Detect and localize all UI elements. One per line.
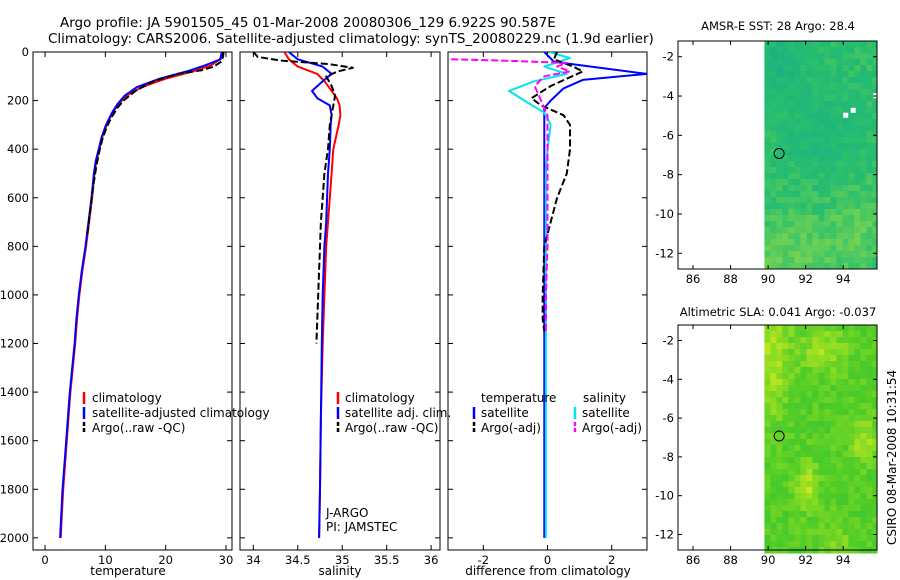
legend-label-sal-satellite: satellite bbox=[582, 406, 630, 420]
series-line-climatology bbox=[59, 52, 224, 538]
temperature-panel: 0 10 20 30 0 200 400 600 800 1000 1200 1400 1600 1800… bbox=[0, 45, 233, 567]
difference-legend: temperature salinity satellite Argo(-adj… bbox=[472, 391, 642, 435]
y-tick-label: 1600 bbox=[0, 434, 29, 448]
y-tick-label: 2000 bbox=[0, 531, 29, 545]
map-frame bbox=[677, 324, 878, 551]
y-tick-label: -12 bbox=[655, 246, 674, 260]
y-tick-label: 1800 bbox=[0, 482, 29, 496]
series-line-argo-raw-qc bbox=[86, 52, 225, 235]
y-tick-label: -2 bbox=[663, 50, 674, 64]
plot-frame bbox=[32, 51, 233, 551]
x-tick-label: 34 bbox=[246, 553, 261, 567]
x-tick-label: 30 bbox=[219, 553, 234, 567]
plot-frame bbox=[239, 51, 441, 551]
temperature-legend: climatology satellite-adjusted climatolo… bbox=[82, 391, 270, 435]
sst-map: 86 88 90 92 94 -2 -4 -6 -8 -10 -12 bbox=[655, 40, 879, 286]
x-tick-label: 86 bbox=[686, 553, 701, 567]
legend-label-satellite: satellite adj. clim. bbox=[345, 406, 451, 420]
y-tick-label: 1400 bbox=[0, 385, 29, 399]
x-tick-label: 92 bbox=[798, 553, 813, 567]
y-tick-label: 1200 bbox=[0, 337, 29, 351]
legend-label-argo: Argo(..raw -QC) bbox=[92, 421, 185, 435]
salinity-panel: 34 34.5 35 35.5 36 bbox=[239, 51, 441, 567]
difference-xlabel: difference from climatology bbox=[465, 564, 631, 578]
salinity-xlabel: salinity bbox=[318, 564, 361, 578]
series-line-climatology bbox=[283, 52, 342, 538]
y-tick-label: 0 bbox=[22, 45, 29, 59]
chart-title-line1: Argo profile: JA 5901505_45 01-Mar-2008 … bbox=[60, 15, 556, 31]
map-field bbox=[764, 325, 878, 554]
y-tick-label: -6 bbox=[663, 128, 674, 142]
x-tick-label: 88 bbox=[723, 272, 738, 286]
salinity-legend: climatology satellite adj. clim. Argo(..… bbox=[325, 391, 451, 534]
argo-position-marker bbox=[773, 147, 785, 159]
x-tick-label: 86 bbox=[686, 272, 701, 286]
legend-title-salinity: salinity bbox=[583, 391, 626, 405]
y-tick-label: -8 bbox=[663, 450, 674, 464]
x-tick-label: 90 bbox=[761, 553, 776, 567]
data-source-label: J-ARGO bbox=[325, 506, 368, 520]
legend-label-climatology: climatology bbox=[345, 391, 415, 405]
missing-data-pixel bbox=[843, 112, 849, 118]
sst-map-title: AMSR-E SST: 28 Argo: 28.4 bbox=[701, 19, 855, 33]
y-tick-label: -2 bbox=[663, 334, 674, 348]
credit-label: CSIRO 08-Mar-2008 10:31:54 bbox=[885, 370, 899, 545]
difference-panel: -2 0 2 bbox=[447, 51, 648, 567]
y-tick-label: -4 bbox=[663, 89, 674, 103]
y-tick-label: -10 bbox=[655, 489, 674, 503]
sla-map: 86 88 90 92 94 -2 -4 -6 -8 -10 -12 bbox=[655, 324, 878, 567]
legend-title-temperature: temperature bbox=[481, 391, 556, 405]
y-tick-label: -12 bbox=[655, 527, 674, 541]
legend-label-sal-argo: Argo(-adj) bbox=[582, 421, 642, 435]
series-line-salinity-argo-adj bbox=[451, 58, 571, 332]
y-tick-label: -4 bbox=[663, 372, 674, 386]
x-tick-label: -2 bbox=[478, 553, 489, 567]
chart-title-line2: Climatology: CARS2006. Satellite-adjuste… bbox=[48, 31, 654, 47]
y-tick-label: 800 bbox=[7, 239, 29, 253]
x-tick-label: 0 bbox=[544, 553, 551, 567]
pi-label: PI: JAMSTEC bbox=[326, 520, 397, 534]
y-tick-label: 1000 bbox=[0, 288, 29, 302]
y-tick-label: 200 bbox=[7, 94, 29, 108]
y-tick-label: -10 bbox=[655, 207, 674, 221]
series-line-temperature-satellite bbox=[543, 52, 647, 538]
x-tick-label: 35 bbox=[335, 553, 350, 567]
x-tick-label: 0 bbox=[41, 553, 48, 567]
x-tick-label: 34.5 bbox=[285, 553, 311, 567]
x-tick-label: 35.5 bbox=[374, 553, 400, 567]
temperature-xlabel: temperature bbox=[90, 564, 165, 578]
x-tick-label: 94 bbox=[836, 272, 851, 286]
sla-map-title: Altimetric SLA: 0.041 Argo: -0.037 bbox=[680, 305, 877, 319]
x-tick-label: 94 bbox=[836, 553, 851, 567]
map-field bbox=[764, 41, 878, 270]
series-line-salinity-satellite bbox=[508, 52, 571, 538]
map-frame bbox=[677, 40, 878, 270]
argo-position-marker bbox=[773, 430, 785, 442]
legend-label-argo: Argo(..raw -QC) bbox=[345, 421, 438, 435]
x-tick-label: 88 bbox=[723, 553, 738, 567]
y-tick-label: 600 bbox=[7, 191, 29, 205]
x-tick-label: 2 bbox=[608, 553, 615, 567]
x-tick-label: 90 bbox=[761, 272, 776, 286]
y-tick-label: -8 bbox=[663, 168, 674, 182]
series-group bbox=[59, 52, 225, 538]
legend-label-climatology: climatology bbox=[92, 391, 162, 405]
x-tick-label: 36 bbox=[424, 553, 439, 567]
y-tick-label: -6 bbox=[663, 411, 674, 425]
x-tick-label: 92 bbox=[798, 272, 813, 286]
series-line-satellite-adjusted-climatology bbox=[59, 52, 223, 538]
legend-label-satellite: satellite-adjusted climatology bbox=[92, 406, 270, 420]
x-tick-label: 20 bbox=[158, 553, 173, 567]
y-tick-label: 400 bbox=[7, 142, 29, 156]
series-group bbox=[252, 52, 354, 538]
series-line-argo-raw-qc bbox=[252, 52, 354, 344]
missing-data-pixel bbox=[850, 107, 856, 113]
legend-label-temp-argo: Argo(-adj) bbox=[481, 421, 541, 435]
legend-label-temp-satellite: satellite bbox=[481, 406, 529, 420]
x-tick-label: 10 bbox=[98, 553, 113, 567]
series-group bbox=[451, 52, 647, 538]
